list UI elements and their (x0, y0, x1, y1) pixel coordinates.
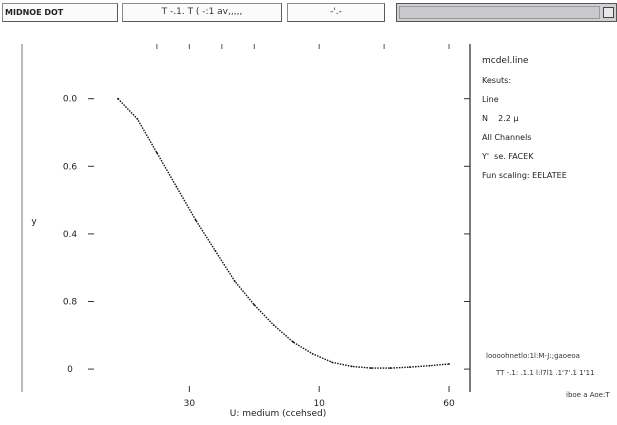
series-point (117, 97, 119, 100)
series-point (136, 118, 139, 120)
toolbar-button-mode[interactable]: MIDNOE DOT (2, 3, 118, 22)
series-point (194, 219, 197, 222)
chart-tick-labels: 0 0.8 0.4 0.6 0.0 30 10 60 (63, 95, 455, 409)
footnote-1: loooohnetlo:1l:M-J:;gaoeoa (486, 352, 580, 360)
toolbar-input-field[interactable] (396, 3, 617, 22)
y-axis-label: y (31, 217, 37, 227)
series-point (253, 303, 256, 306)
series-point (292, 341, 295, 343)
series-point (272, 324, 275, 327)
series-point (389, 367, 392, 369)
toolbar-button-small[interactable]: -'.- (287, 3, 385, 22)
series-point (331, 361, 334, 364)
toolbar-input-inner (399, 6, 600, 19)
toolbar: MIDNOE DOT T -.1. T ( -:1 av,,,,, -'.- (0, 0, 617, 28)
legend-entry: Kesuts: (482, 76, 512, 85)
legend-entry: mcdel.line (482, 56, 529, 66)
legend-entry: Y' se. FACEK (482, 152, 534, 161)
legend-entry: Fun scaling: EELATEE (482, 171, 567, 180)
series-point (214, 249, 217, 252)
y-tick-label: 0.0 (63, 95, 78, 105)
toolbar-button-function[interactable]: T -.1. T ( -:1 av,,,,, (122, 3, 282, 22)
x-tick-label: 60 (443, 399, 455, 409)
chart-frame (21, 44, 471, 392)
chart-series (117, 97, 450, 369)
legend-entry: N 2.2 µ (482, 114, 519, 123)
series-point (350, 365, 353, 368)
series-point (311, 352, 314, 355)
legend: mcdel.line Kesuts: Line N 2.2 µ All Channels… (482, 52, 612, 185)
series-point (175, 185, 178, 188)
legend-entry: All Channels (482, 133, 532, 142)
y-tick-label: 0.8 (63, 298, 78, 308)
series-point (156, 151, 158, 154)
footnote-3: iboe a Aoe:T (566, 391, 610, 399)
x-tick-label: 10 (313, 399, 325, 409)
y-tick-label: 0 (67, 365, 73, 375)
series-point (409, 366, 411, 368)
x-tick-label: 30 (184, 399, 196, 409)
series-point (370, 367, 373, 369)
series-point (448, 363, 450, 365)
y-tick-label: 0.4 (63, 230, 78, 240)
series-line (117, 98, 450, 369)
toolbar-field-corner-icon[interactable] (603, 7, 614, 18)
series-point (233, 280, 236, 283)
x-axis-label: U: medium (ccehsed) (230, 409, 326, 419)
y-tick-label: 0.6 (63, 162, 78, 172)
footnote-2: TT -.1: .1.1 l:l7l1 .1'7'.1 1'11 (496, 369, 595, 377)
series-point (428, 364, 431, 367)
legend-entry: Line (482, 95, 499, 104)
chart-ticks (88, 44, 470, 392)
